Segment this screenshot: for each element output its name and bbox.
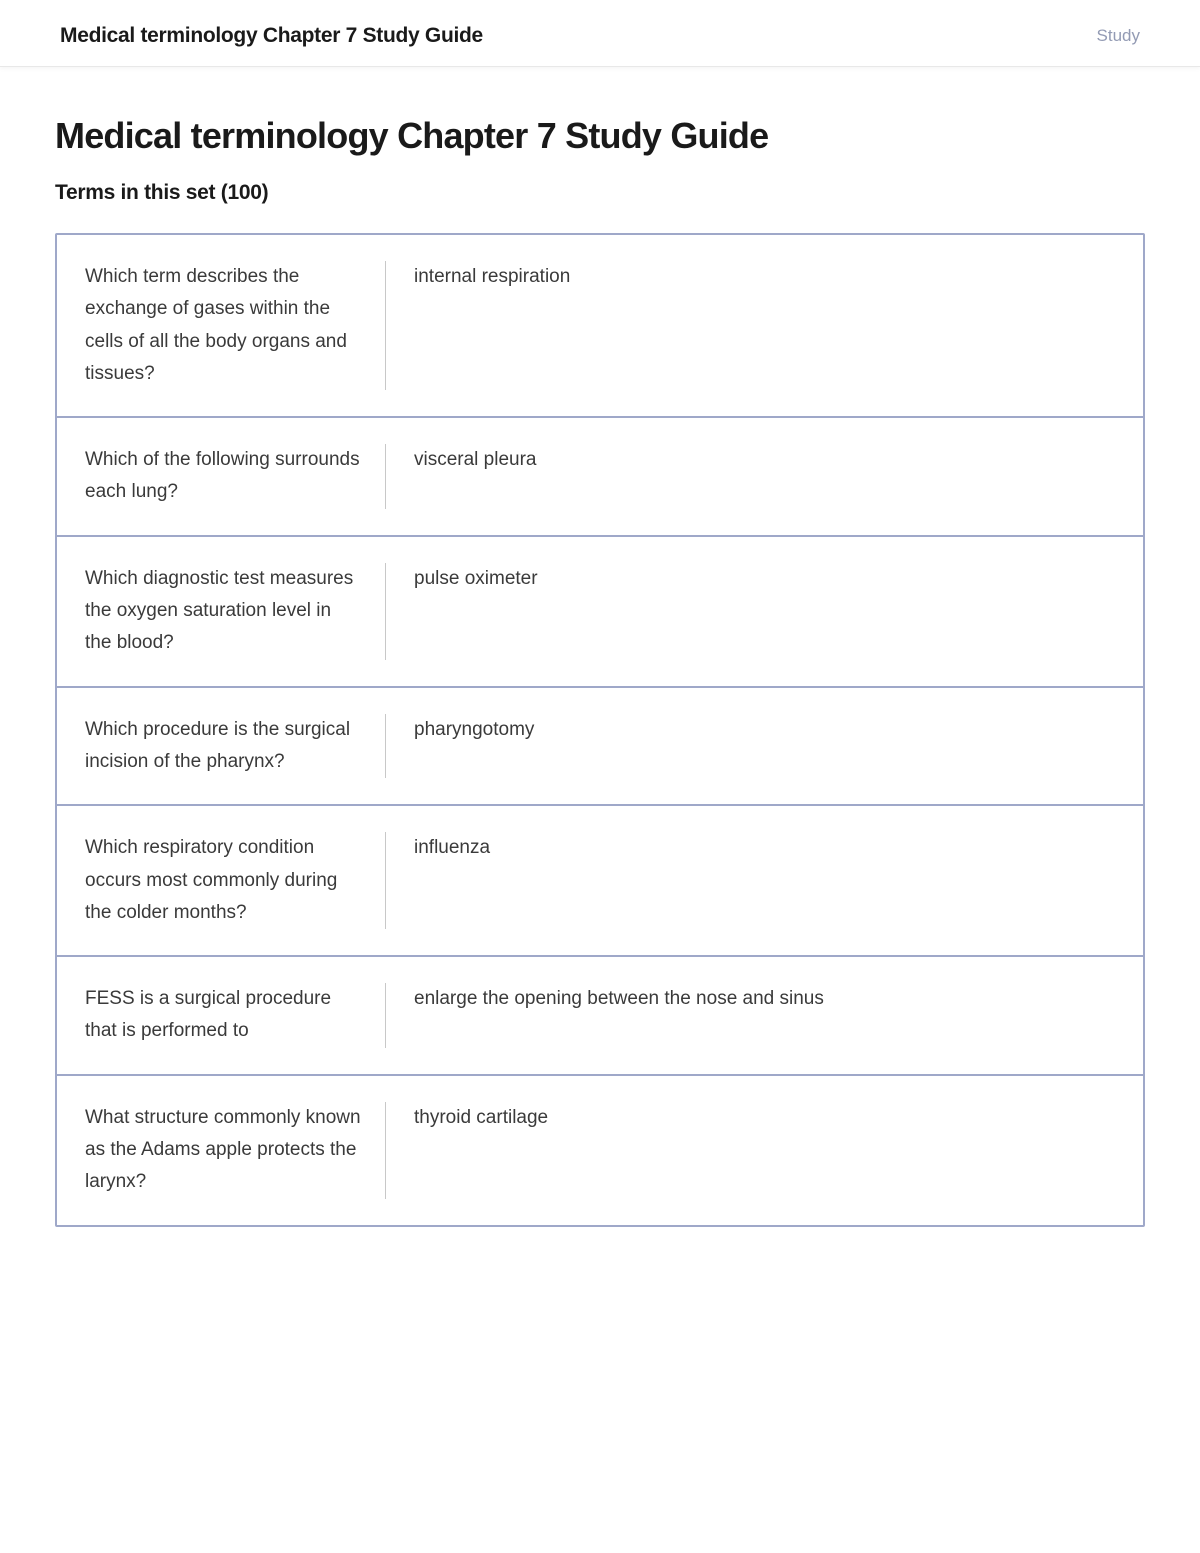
term-row[interactable]: Which of the following surrounds each lu… [57,418,1143,537]
study-link[interactable]: Study [1097,26,1140,46]
header-bar: Medical terminology Chapter 7 Study Guid… [0,0,1200,67]
term-question: Which of the following surrounds each lu… [85,444,385,509]
term-row[interactable]: Which term describes the exchange of gas… [57,235,1143,418]
term-divider [385,444,386,509]
term-answer: internal respiration [414,261,1115,390]
term-row[interactable]: What structure commonly known as the Ada… [57,1076,1143,1225]
terms-count-subtitle: Terms in this set (100) [55,181,1145,205]
term-question: What structure commonly known as the Ada… [85,1102,385,1199]
term-answer: thyroid cartilage [414,1102,1115,1199]
page-title: Medical terminology Chapter 7 Study Guid… [55,115,1145,157]
term-question: Which procedure is the surgical incision… [85,714,385,779]
header-title: Medical terminology Chapter 7 Study Guid… [60,24,483,48]
term-row[interactable]: Which respiratory condition occurs most … [57,806,1143,957]
term-divider [385,714,386,779]
term-answer: influenza [414,832,1115,929]
term-question: Which term describes the exchange of gas… [85,261,385,390]
term-divider [385,1102,386,1199]
term-divider [385,261,386,390]
term-question: Which diagnostic test measures the oxyge… [85,563,385,660]
term-question: Which respiratory condition occurs most … [85,832,385,929]
term-divider [385,983,386,1048]
term-answer: enlarge the opening between the nose and… [414,983,1115,1048]
term-question: FESS is a surgical procedure that is per… [85,983,385,1048]
terms-table: Which term describes the exchange of gas… [55,233,1145,1227]
term-answer: pharyngotomy [414,714,1115,779]
term-answer: visceral pleura [414,444,1115,509]
term-answer: pulse oximeter [414,563,1115,660]
term-divider [385,563,386,660]
main-content: Medical terminology Chapter 7 Study Guid… [0,67,1200,1287]
term-row[interactable]: Which procedure is the surgical incision… [57,688,1143,807]
term-row[interactable]: FESS is a surgical procedure that is per… [57,957,1143,1076]
term-row[interactable]: Which diagnostic test measures the oxyge… [57,537,1143,688]
term-divider [385,832,386,929]
